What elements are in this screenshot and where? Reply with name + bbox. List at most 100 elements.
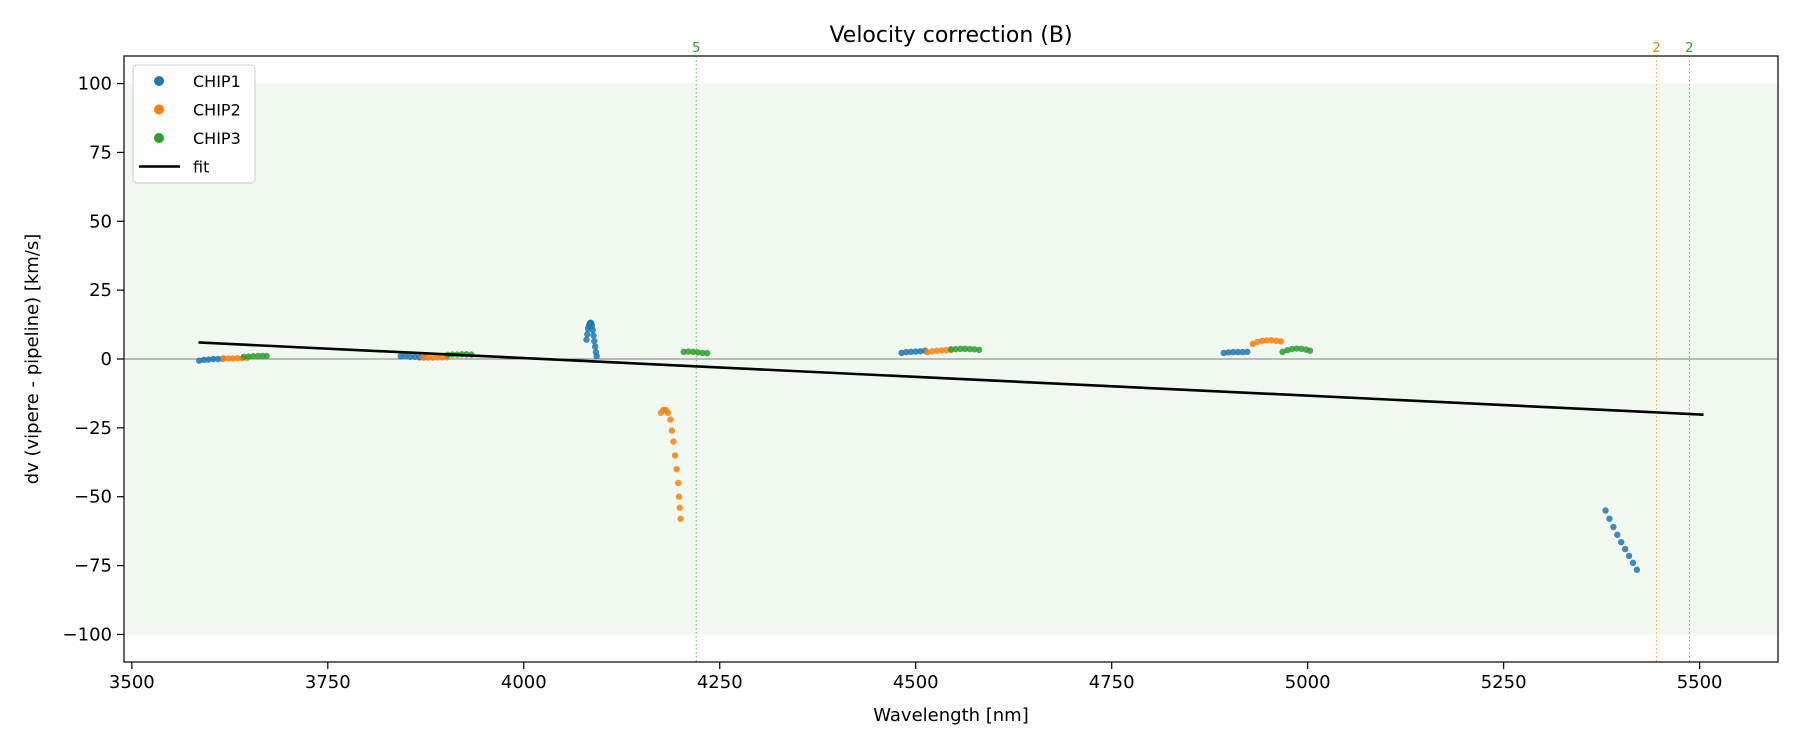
data-point [938, 347, 945, 354]
data-point [1244, 348, 1251, 356]
data-point [1293, 345, 1300, 352]
data-point [429, 354, 437, 361]
outlier-count-label: 2 [1685, 41, 1693, 56]
y-tick-label: 100 [78, 74, 112, 95]
legend-marker-swatch [154, 133, 164, 143]
data-point [1633, 566, 1641, 573]
data-point [664, 409, 672, 416]
data-point [971, 346, 978, 353]
chart-title: Velocity correction (B) [829, 23, 1072, 48]
x-tick-label: 4000 [501, 672, 547, 693]
legend-label: fit [193, 158, 209, 177]
y-tick-label: −100 [63, 624, 112, 645]
data-point [214, 355, 222, 363]
x-tick-label: 3750 [305, 672, 351, 693]
legend-marker-swatch [154, 104, 164, 115]
y-tick-label: −50 [74, 487, 112, 508]
data-point [947, 346, 955, 353]
y-tick-label: 50 [89, 211, 112, 232]
data-point [966, 345, 974, 353]
data-point [424, 354, 432, 361]
data-point [1606, 515, 1613, 522]
legend: CHIP1 CHIP2 CHIP3 fit [132, 64, 256, 184]
x-tick-label: 5250 [1481, 672, 1527, 693]
data-point [254, 352, 262, 360]
data-point [1306, 347, 1314, 354]
data-point [411, 353, 419, 360]
data-point [957, 345, 964, 353]
data-point [439, 354, 446, 361]
y-axis-label: dv (vipere - pipeline) [km/s] [22, 234, 43, 485]
data-point [676, 504, 683, 511]
legend-entry: CHIP1 [154, 72, 241, 91]
data-point [1610, 523, 1617, 531]
data-point [434, 354, 441, 361]
x-tick-label: 4500 [893, 672, 939, 693]
data-point [928, 348, 936, 355]
x-tick-label: 4750 [1089, 672, 1135, 693]
data-point [591, 337, 598, 345]
data-point [250, 353, 257, 360]
data-point [1614, 531, 1621, 538]
legend-label: CHIP2 [193, 101, 241, 120]
data-point [210, 355, 217, 363]
series-chip3 [240, 345, 1314, 360]
data-point [1629, 559, 1637, 567]
data-point [704, 350, 711, 357]
data-point [1229, 348, 1237, 356]
data-point [933, 347, 941, 354]
data-point [675, 493, 683, 500]
data-point [917, 348, 924, 355]
data-point [593, 353, 600, 360]
data-point [589, 326, 596, 334]
data-point [907, 348, 915, 356]
data-point [1234, 348, 1242, 356]
data-point [591, 343, 599, 350]
legend-entry: CHIP3 [154, 129, 241, 148]
legend-entry: CHIP2 [154, 101, 241, 120]
data-point [200, 356, 208, 364]
data-point [420, 354, 427, 361]
data-point [1277, 338, 1285, 345]
data-point [673, 465, 680, 473]
x-tick-label: 5000 [1285, 672, 1331, 693]
legend-label: CHIP3 [193, 129, 241, 148]
x-tick-label: 4250 [697, 672, 743, 693]
data-point [671, 452, 679, 459]
data-point [1602, 507, 1609, 514]
plot-data [196, 319, 1704, 573]
y-tick-label: 25 [89, 280, 112, 301]
data-point [1625, 552, 1633, 560]
data-point [1621, 545, 1629, 553]
data-point [1273, 337, 1280, 345]
y-tick-label: −75 [74, 556, 112, 577]
data-point [397, 353, 404, 360]
data-point [689, 348, 697, 356]
data-point [234, 354, 241, 362]
data-point [961, 345, 969, 353]
data-point [1220, 349, 1227, 357]
y-tick-label: 75 [89, 142, 112, 163]
data-point [1259, 337, 1266, 345]
data-point [680, 348, 687, 356]
legend-entry: fit [139, 158, 209, 177]
data-point [952, 345, 959, 353]
data-point [677, 515, 684, 522]
data-point [205, 356, 212, 363]
data-point [675, 479, 682, 487]
data-point [584, 331, 591, 338]
axis-ticks: 3500 3750 4000 4250 4500 4750 5000 5250 5500 −100… [63, 74, 1723, 693]
y-tick-label: −25 [74, 418, 112, 439]
data-point [668, 427, 676, 434]
data-point [229, 355, 237, 362]
data-point [1225, 349, 1232, 356]
data-point [1268, 337, 1275, 344]
data-point [1263, 337, 1271, 344]
data-point [694, 349, 702, 356]
legend-marker-swatch [154, 76, 164, 86]
data-point [263, 352, 270, 360]
data-point [670, 438, 677, 445]
x-axis-label: Wavelength [nm] [873, 705, 1029, 726]
x-tick-label: 5500 [1677, 672, 1723, 693]
